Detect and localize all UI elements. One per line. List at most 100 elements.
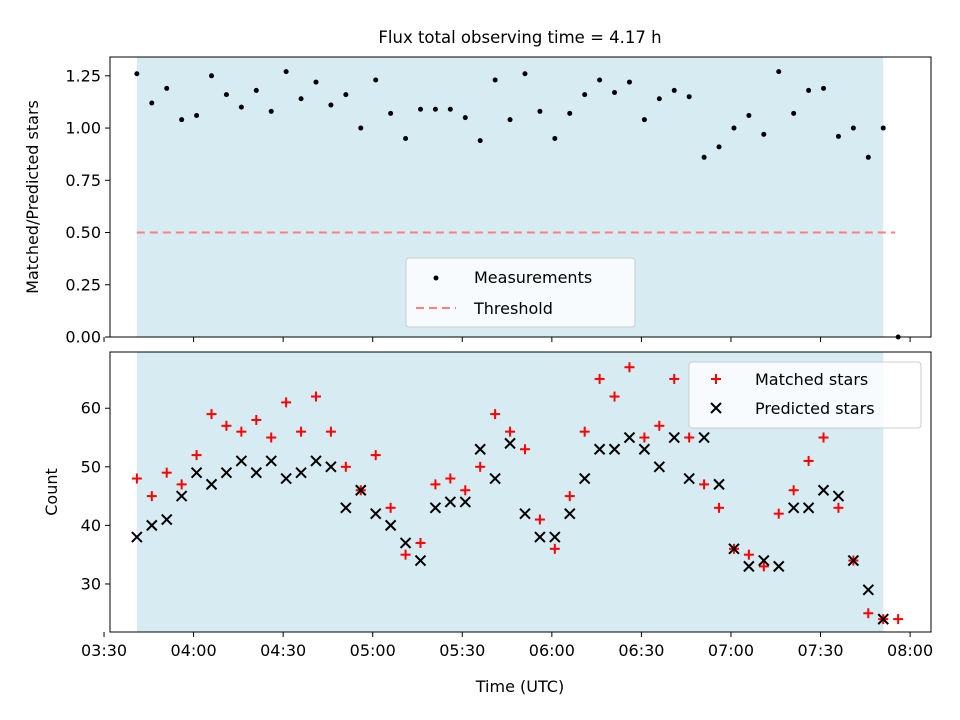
x-tick-label: 05:00 [350, 641, 396, 660]
predicted-star-point [608, 443, 621, 455]
predicted-star-point [504, 437, 516, 450]
predicted-star-point [698, 431, 710, 444]
x-tick-label: 07:00 [708, 641, 754, 660]
measurement-point [209, 73, 215, 79]
matched-star-point [803, 455, 814, 466]
predicted-star-point [564, 507, 576, 520]
measurement-point [746, 113, 752, 119]
predicted-star-point [355, 484, 367, 496]
matched-star-point [818, 432, 829, 443]
measurement-point [447, 106, 453, 112]
measurement-point [223, 92, 229, 98]
measurement-point [373, 77, 379, 83]
measurement-point [477, 138, 483, 144]
matched-star-point [833, 502, 844, 513]
matched-star-point [699, 479, 710, 490]
measurement-point [567, 110, 573, 116]
measurement-point [686, 94, 692, 100]
predicted-star-point [817, 484, 830, 496]
matched-star-point [161, 467, 172, 478]
predicted-star-point [862, 584, 875, 596]
x-tick-label: 04:30 [260, 641, 306, 660]
measurement-point [776, 69, 782, 75]
predicted-star-point [220, 466, 233, 479]
matched-star-point [415, 537, 426, 548]
matched-star-point [609, 391, 620, 402]
measurement-point [850, 125, 856, 131]
matched-star-point [206, 409, 217, 420]
measurement-point [656, 96, 662, 102]
measurement-point [791, 110, 797, 116]
x-tick-label: 03:30 [81, 641, 127, 660]
measurement-point [552, 135, 558, 141]
predicted-star-point [847, 554, 860, 567]
measurement-point [194, 113, 200, 119]
predicted-star-point [444, 496, 457, 508]
measurement-point [537, 108, 543, 114]
bottom-axes-frame [109, 351, 932, 633]
measurement-point [343, 92, 349, 98]
measurement-points [134, 69, 901, 340]
predicted-star-point [653, 461, 666, 473]
predicted-star-point [683, 472, 695, 485]
measurement-point [507, 117, 513, 123]
measurement-point [268, 108, 274, 114]
predicted-star-point [340, 502, 352, 514]
predicted-star-point [593, 443, 606, 455]
bottom-x-ticks: 03:30 04:00 04:30 05:00 05:30 06:00 06:30 07:00… [81, 632, 933, 660]
measurement-point [298, 96, 304, 102]
matched-star-point [714, 502, 725, 513]
chart-title: Flux total observing time = 4.17 h [378, 28, 661, 47]
top-y-ticks: 0.00 0.25 0.50 0.75 1.00 1.25 [65, 66, 110, 347]
measurement-point [821, 85, 827, 91]
predicted-star-point [832, 490, 845, 502]
predicted-star-point [161, 513, 173, 526]
predicted-star-point [549, 531, 561, 543]
predicted-star-point [325, 461, 337, 473]
measurement-point [641, 117, 647, 123]
matched-star-point [325, 426, 336, 437]
measurement-point [462, 115, 468, 121]
legend-measurements-label: Measurements [474, 268, 592, 287]
predicted-star-point [175, 490, 188, 502]
predicted-star-point [728, 543, 740, 555]
predicted-star-point [519, 507, 531, 520]
matched-star-point [788, 485, 799, 496]
y-tick-label: 40 [81, 516, 101, 535]
top-y-axis-label: Matched/Predicted stars [23, 100, 42, 294]
top-axes-frame [109, 56, 932, 338]
matched-star-point [624, 362, 635, 373]
bottom-y-ticks: 30 40 50 60 [81, 399, 110, 593]
matched-star-point [176, 479, 187, 490]
predicted-star-point [668, 431, 680, 444]
bottom-y-axis-label: Count [42, 468, 61, 516]
y-tick-label: 0.50 [65, 223, 101, 242]
matched-star-point [460, 485, 471, 496]
matched-star-point [310, 391, 321, 402]
measurement-point [731, 125, 737, 131]
predicted-star-point [205, 478, 218, 491]
measurement-point [880, 125, 886, 131]
predicted-star-point [250, 466, 262, 479]
top-panel: Flux total observing time = 4.17 h 0.000… [23, 28, 932, 347]
legend-threshold-label: Threshold [473, 299, 553, 318]
matched-star-point [863, 608, 874, 619]
x-tick-label: 06:00 [529, 641, 575, 660]
measurement-point [671, 87, 677, 93]
predicted-star-point [534, 531, 546, 543]
x-tick-label: 07:30 [797, 641, 843, 660]
y-tick-label: 0.00 [65, 328, 101, 347]
bottom-legend: Matched stars Predicted stars [688, 361, 922, 429]
legend-predicted-label: Predicted stars [755, 399, 875, 418]
matched-star-point [564, 491, 575, 502]
matched-star-point [430, 479, 441, 490]
y-tick-label: 1.25 [65, 66, 101, 85]
matched-star-point [281, 397, 292, 408]
measurement-point [403, 135, 409, 141]
predicted-star-point [414, 554, 427, 567]
predicted-star-point [399, 537, 412, 549]
x-axis-label: Time (UTC) [475, 677, 564, 696]
matched-star-point [296, 426, 307, 437]
